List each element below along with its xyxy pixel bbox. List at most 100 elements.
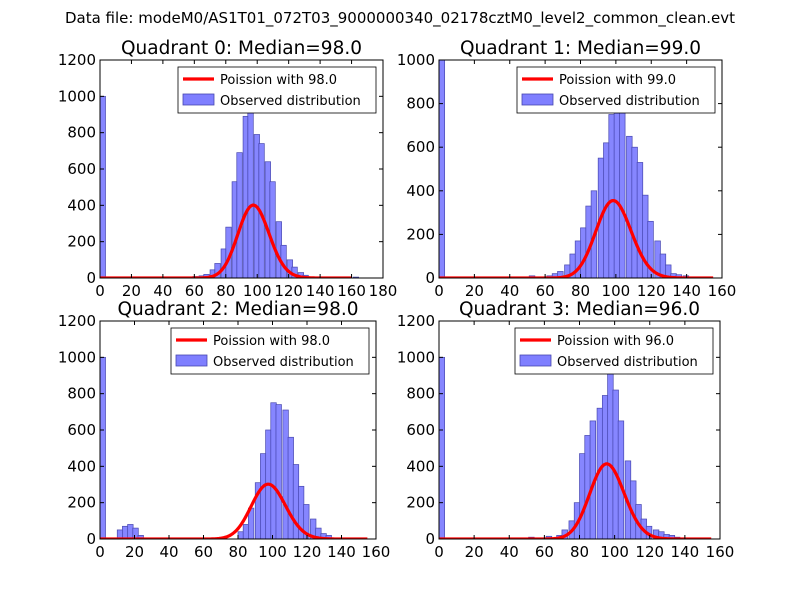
legend-label-poisson: Poission with 98.0 (220, 73, 337, 88)
x-tick-label: 80 (216, 282, 235, 300)
histogram-bar (269, 181, 276, 278)
histogram-bar (287, 436, 294, 539)
histogram-bar (612, 389, 619, 539)
subplot-title: Quadrant 3: Median=96.0 (459, 299, 700, 320)
x-tick-label: 40 (159, 543, 178, 561)
legend-bar-swatch (182, 93, 215, 106)
histogram-bar (260, 453, 267, 539)
x-tick-label: 180 (369, 282, 398, 300)
legend-label-poisson: Poission with 96.0 (557, 334, 674, 349)
y-tick-label: 0 (425, 269, 435, 287)
y-tick-label: 800 (406, 95, 435, 113)
histogram-bars (100, 356, 332, 539)
legend: Poission with 99.0 Observed distribution (516, 66, 716, 114)
histogram-bar (636, 162, 644, 278)
legend-label-observed: Observed distribution (557, 355, 698, 370)
legend-bar-swatch (521, 93, 554, 106)
x-tick-label: 60 (536, 282, 555, 300)
y-tick-label: 600 (67, 421, 96, 439)
y-tick-label: 1200 (397, 312, 435, 330)
poisson-curve (439, 199, 714, 278)
x-tick-label: 0 (95, 282, 105, 300)
legend: Poission with 98.0 Observed distribution (177, 66, 377, 114)
histogram-bar (247, 95, 254, 278)
histogram-bar (439, 356, 445, 539)
x-tick-label: 120 (274, 282, 303, 300)
x-tick-label: 20 (465, 282, 484, 300)
legend-bar-swatch (519, 354, 552, 367)
x-tick-label: 160 (708, 282, 737, 300)
y-tick-label: 1000 (397, 348, 435, 366)
histogram-bar (579, 453, 586, 539)
x-tick-label: 120 (635, 543, 664, 561)
histogram-bar (607, 356, 614, 539)
poisson-curve (100, 482, 368, 539)
x-tick-label: 140 (306, 282, 335, 300)
x-tick-label: 100 (602, 282, 631, 300)
x-tick-label: 120 (293, 543, 322, 561)
x-tick-label: 0 (95, 543, 105, 561)
histogram-bar (270, 402, 277, 539)
x-tick-label: 140 (671, 543, 700, 561)
figure-suptitle: Data file: modeM0/AS1T01_072T03_90000003… (64, 9, 736, 27)
y-tick-label: 400 (406, 182, 435, 200)
x-tick-label: 140 (327, 543, 356, 561)
x-tick-label: 20 (125, 543, 144, 561)
histogram-bar (132, 527, 139, 539)
y-tick-label: 400 (406, 457, 435, 475)
legend-box (170, 327, 370, 375)
y-tick-label: 200 (67, 494, 96, 512)
subplot-quadrant-0: 0 20 40 60 80 100 120 140 160 180 0 200 400 600 800 100… (58, 38, 398, 300)
x-tick-label: 120 (637, 282, 666, 300)
y-tick-label: 1000 (58, 87, 96, 105)
x-tick-label: 100 (600, 543, 629, 561)
x-tick-label: 0 (434, 282, 444, 300)
y-tick-label: 0 (86, 269, 96, 287)
x-tick-label: 100 (243, 282, 272, 300)
x-tick-label: 60 (185, 282, 204, 300)
histogram-bar (282, 409, 289, 539)
x-tick-label: 20 (465, 543, 484, 561)
histogram-bar (584, 435, 591, 539)
poisson-curve (439, 462, 712, 539)
histogram-bar (275, 404, 282, 539)
histogram-bars (100, 95, 359, 278)
histogram-bar (100, 95, 106, 278)
legend-label-poisson: Poission with 99.0 (559, 73, 676, 88)
x-tick-label: 140 (672, 282, 701, 300)
x-tick-label: 80 (570, 543, 589, 561)
legend-label-poisson: Poission with 98.0 (213, 334, 330, 349)
histogram-bars (439, 356, 681, 539)
subplot-quadrant-2: 0 20 40 60 80 100 120 140 160 0 200 400 600 800 1000 12… (58, 299, 391, 561)
histogram-bar (242, 524, 250, 539)
y-tick-label: 200 (406, 225, 435, 243)
y-tick-label: 1000 (58, 348, 96, 366)
y-tick-label: 600 (406, 138, 435, 156)
subplot-title: Quadrant 0: Median=98.0 (121, 38, 362, 59)
legend-label-observed: Observed distribution (213, 355, 354, 370)
x-tick-label: 40 (500, 543, 519, 561)
y-tick-label: 800 (406, 385, 435, 403)
subplot-quadrant-1: 0 20 40 60 80 100 120 140 160 0 200 400 600 800 1000 Qu… (397, 38, 737, 300)
x-tick-label: 160 (337, 282, 366, 300)
y-tick-label: 400 (67, 457, 96, 475)
y-tick-label: 1000 (397, 51, 435, 69)
y-tick-label: 1200 (58, 312, 96, 330)
legend: Poission with 98.0 Observed distribution (170, 327, 370, 375)
histogram-bar (237, 531, 244, 539)
legend: Poission with 96.0 Observed distribution (514, 327, 714, 375)
y-tick-label: 400 (67, 196, 96, 214)
histogram-bar (613, 105, 621, 278)
subplot-title: Quadrant 1: Median=99.0 (460, 38, 701, 59)
histogram-bar (122, 525, 129, 539)
x-tick-label: 40 (500, 282, 519, 300)
histogram-bar (608, 114, 615, 278)
x-tick-label: 160 (706, 543, 735, 561)
x-tick-label: 160 (362, 543, 391, 561)
histogram-bar (580, 227, 587, 278)
histogram-bar (439, 60, 446, 278)
histogram-bar (303, 504, 310, 539)
histogram-bar (127, 524, 134, 539)
legend-label-observed: Observed distribution (220, 94, 361, 109)
